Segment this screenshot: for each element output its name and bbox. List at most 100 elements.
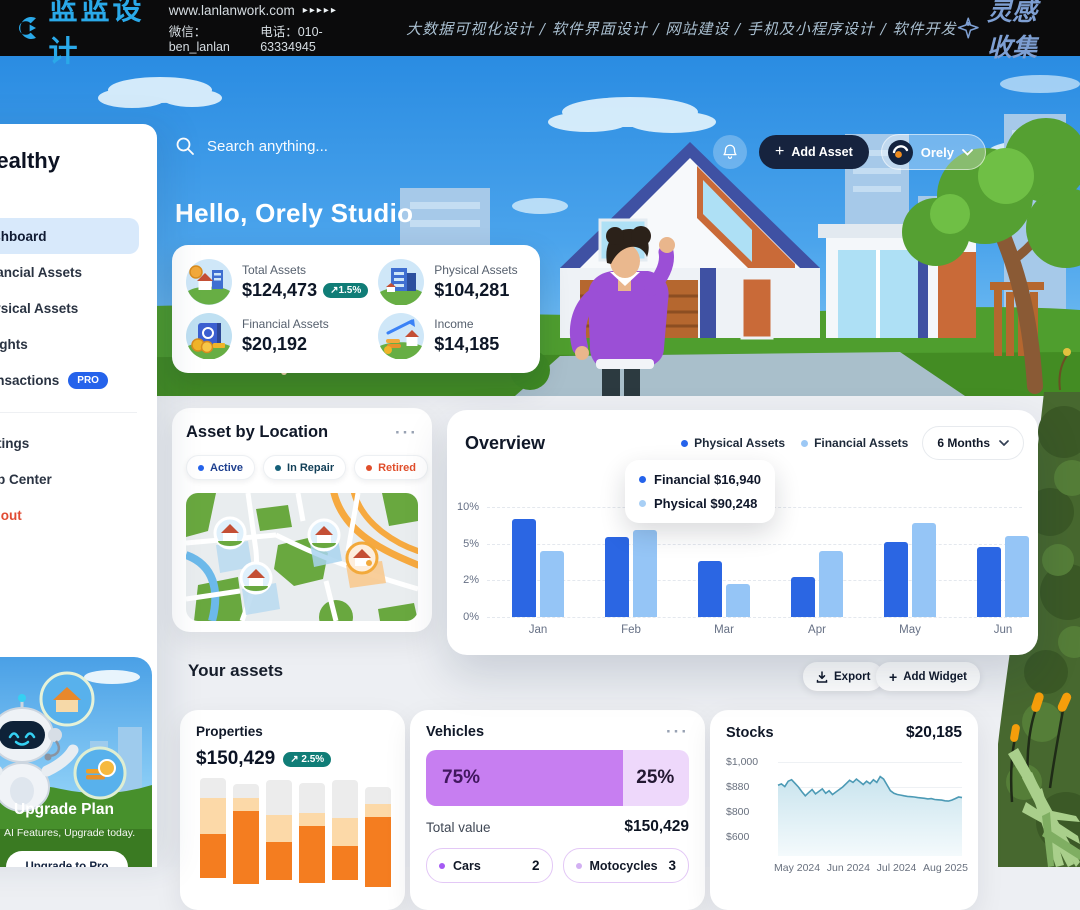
vehicles-title: Vehicles — [426, 724, 485, 740]
upgrade-promo-card: Upgrade Plan AI Features, Upgrade today.… — [0, 657, 152, 867]
export-button[interactable]: Export — [803, 662, 884, 691]
vehicles-total-label: Total value — [426, 819, 491, 835]
asset-location-menu-button[interactable]: ··· — [395, 422, 418, 442]
overview-legend: Physical Assets Financial Assets — [681, 436, 908, 450]
brand-logo[interactable]: 蓝蓝设计 — [0, 0, 145, 70]
chip-retired[interactable]: Retired — [354, 455, 429, 480]
bar-financial-feb[interactable] — [633, 530, 657, 617]
income-icon — [378, 313, 425, 359]
asset-location-map[interactable] — [186, 493, 418, 621]
sidebar-item-physical-assets[interactable]: Physical Assets — [0, 300, 79, 316]
stat-trend-badge: ↗1.5% — [323, 283, 369, 298]
banner-phone: 电话：010-63334945 — [260, 24, 323, 54]
overview-card: Overview Physical Assets Financial Asset… — [447, 410, 1038, 655]
greeting-heading: Hello, Orely Studio — [175, 198, 414, 228]
pro-badge: PRO — [68, 371, 108, 389]
add-asset-button[interactable]: + Add Asset — [759, 135, 869, 169]
properties-bar-segment — [365, 804, 391, 817]
inspiration-collect-label: 灵感收集 — [987, 0, 1038, 62]
brand-name: 蓝蓝设计 — [48, 0, 145, 68]
banner-contact: www.lanlanwork.com ▸▸▸▸▸ 微信：ben_lanlan 电… — [169, 3, 348, 54]
legend-financial-assets[interactable]: Financial Assets — [801, 436, 908, 450]
bar-physical-mar[interactable] — [698, 560, 722, 617]
stat-value: $20,192 — [242, 334, 308, 354]
avatar — [887, 139, 913, 165]
promo-subtitle: AI Features, Upgrade today. — [4, 827, 136, 839]
sidebar-item-settings[interactable]: Settings — [0, 435, 30, 451]
bar-financial-mar[interactable] — [726, 584, 750, 617]
stat-value: $104,281 — [434, 280, 510, 300]
profile-menu-button[interactable]: Orely — [880, 134, 986, 170]
period-dropdown[interactable]: 6 Months — [922, 426, 1024, 460]
sidebar-item-insights[interactable]: Insights — [0, 336, 28, 352]
plus-icon: + — [889, 668, 898, 685]
properties-bar-segment — [200, 778, 226, 798]
top-actions: + Add Asset Orely — [713, 134, 986, 170]
bar-physical-may[interactable] — [884, 542, 908, 617]
financial-assets-icon — [186, 313, 232, 359]
properties-bar-segment — [233, 798, 259, 811]
x-axis-tick: Jun — [993, 624, 1013, 636]
stocks-x-tick: Jun 2024 — [826, 862, 870, 874]
bar-physical-apr[interactable] — [791, 576, 815, 617]
your-assets-title: Your assets — [188, 661, 284, 680]
sidebar-item-help-center[interactable]: Help Center — [0, 471, 52, 487]
properties-bar-segment — [332, 846, 358, 880]
add-widget-button[interactable]: + Add Widget — [876, 662, 980, 691]
bar-financial-may[interactable] — [912, 523, 936, 617]
bar-financial-apr[interactable] — [819, 551, 843, 617]
search-input[interactable] — [207, 137, 487, 155]
financial-dot — [801, 439, 809, 447]
asset-by-location-card: Asset by Location ··· Active In Repair R… — [172, 408, 432, 632]
notifications-button[interactable] — [713, 135, 748, 169]
vehicles-split-right: 25% — [623, 750, 689, 806]
banner-url[interactable]: www.lanlanwork.com — [168, 2, 295, 18]
stocks-y-tick: $600 — [726, 831, 750, 843]
x-axis-tick: Jan — [528, 624, 548, 636]
stat-label: Income — [434, 317, 474, 331]
inspiration-collect[interactable]: 灵感收集 — [957, 0, 1080, 64]
sparkle-person-icon — [957, 17, 979, 39]
robot-illustration — [0, 657, 152, 867]
chip-in-repair[interactable]: In Repair — [263, 455, 347, 480]
vehicles-card: Vehicles ··· 75% 25% Total value $150,42… — [410, 710, 705, 910]
upgrade-to-pro-button[interactable]: Upgrade to Pro — [6, 851, 128, 867]
x-axis-tick: May — [899, 624, 921, 636]
site-banner: 蓝蓝设计 www.lanlanwork.com ▸▸▸▸▸ 微信：ben_lan… — [0, 0, 1080, 68]
chip-cars[interactable]: Cars 2 — [426, 848, 553, 883]
chip-motocycles[interactable]: Motocycles 3 — [562, 848, 689, 883]
vehicles-menu-button[interactable]: ··· — [666, 722, 689, 741]
legend-physical-assets[interactable]: Physical Assets — [681, 436, 785, 450]
bar-financial-jun[interactable] — [1005, 535, 1029, 617]
sidebar-item-transactions[interactable]: Transactions PRO — [0, 362, 157, 398]
sidebar-item-financial-assets[interactable]: Financial Assets — [0, 264, 83, 280]
chip-active[interactable]: Active — [186, 455, 256, 480]
physical-assets-icon — [378, 259, 425, 305]
vehicles-split-bar: 75% 25% — [426, 750, 689, 806]
properties-bar-segment — [299, 826, 325, 883]
properties-title: Properties — [196, 724, 263, 739]
gridline — [487, 543, 1022, 545]
gridline — [487, 617, 1022, 618]
properties-bar-segment — [200, 834, 226, 878]
y-axis-tick: 10% — [456, 501, 479, 513]
retired-dot — [366, 464, 373, 471]
stocks-x-tick: Jul 2024 — [876, 862, 917, 874]
stocks-y-tick: $1,000 — [726, 756, 759, 768]
chart-tooltip: Financial $16,940 Physical $90,248 — [625, 460, 775, 523]
bar-physical-jun[interactable] — [977, 547, 1001, 617]
search-bar[interactable] — [175, 136, 487, 156]
sidebar-item-dashboard[interactable]: Dashboard — [0, 218, 139, 254]
x-axis-tick: Feb — [621, 624, 641, 636]
banner-url-arrows: ▸▸▸▸▸ — [302, 4, 338, 16]
bar-financial-jan[interactable] — [540, 551, 564, 617]
bar-physical-jan[interactable] — [512, 519, 536, 617]
sidebar-item-logout[interactable]: Logout — [0, 507, 22, 523]
stocks-x-tick: Aug 2025 — [923, 862, 968, 874]
vehicles-total-value: $150,429 — [624, 818, 689, 835]
physical-dot — [681, 439, 689, 447]
properties-bar-segment — [299, 783, 325, 813]
stat-label: Financial Assets — [242, 317, 329, 331]
stocks-gridline — [778, 762, 962, 763]
bar-physical-feb[interactable] — [605, 537, 629, 617]
